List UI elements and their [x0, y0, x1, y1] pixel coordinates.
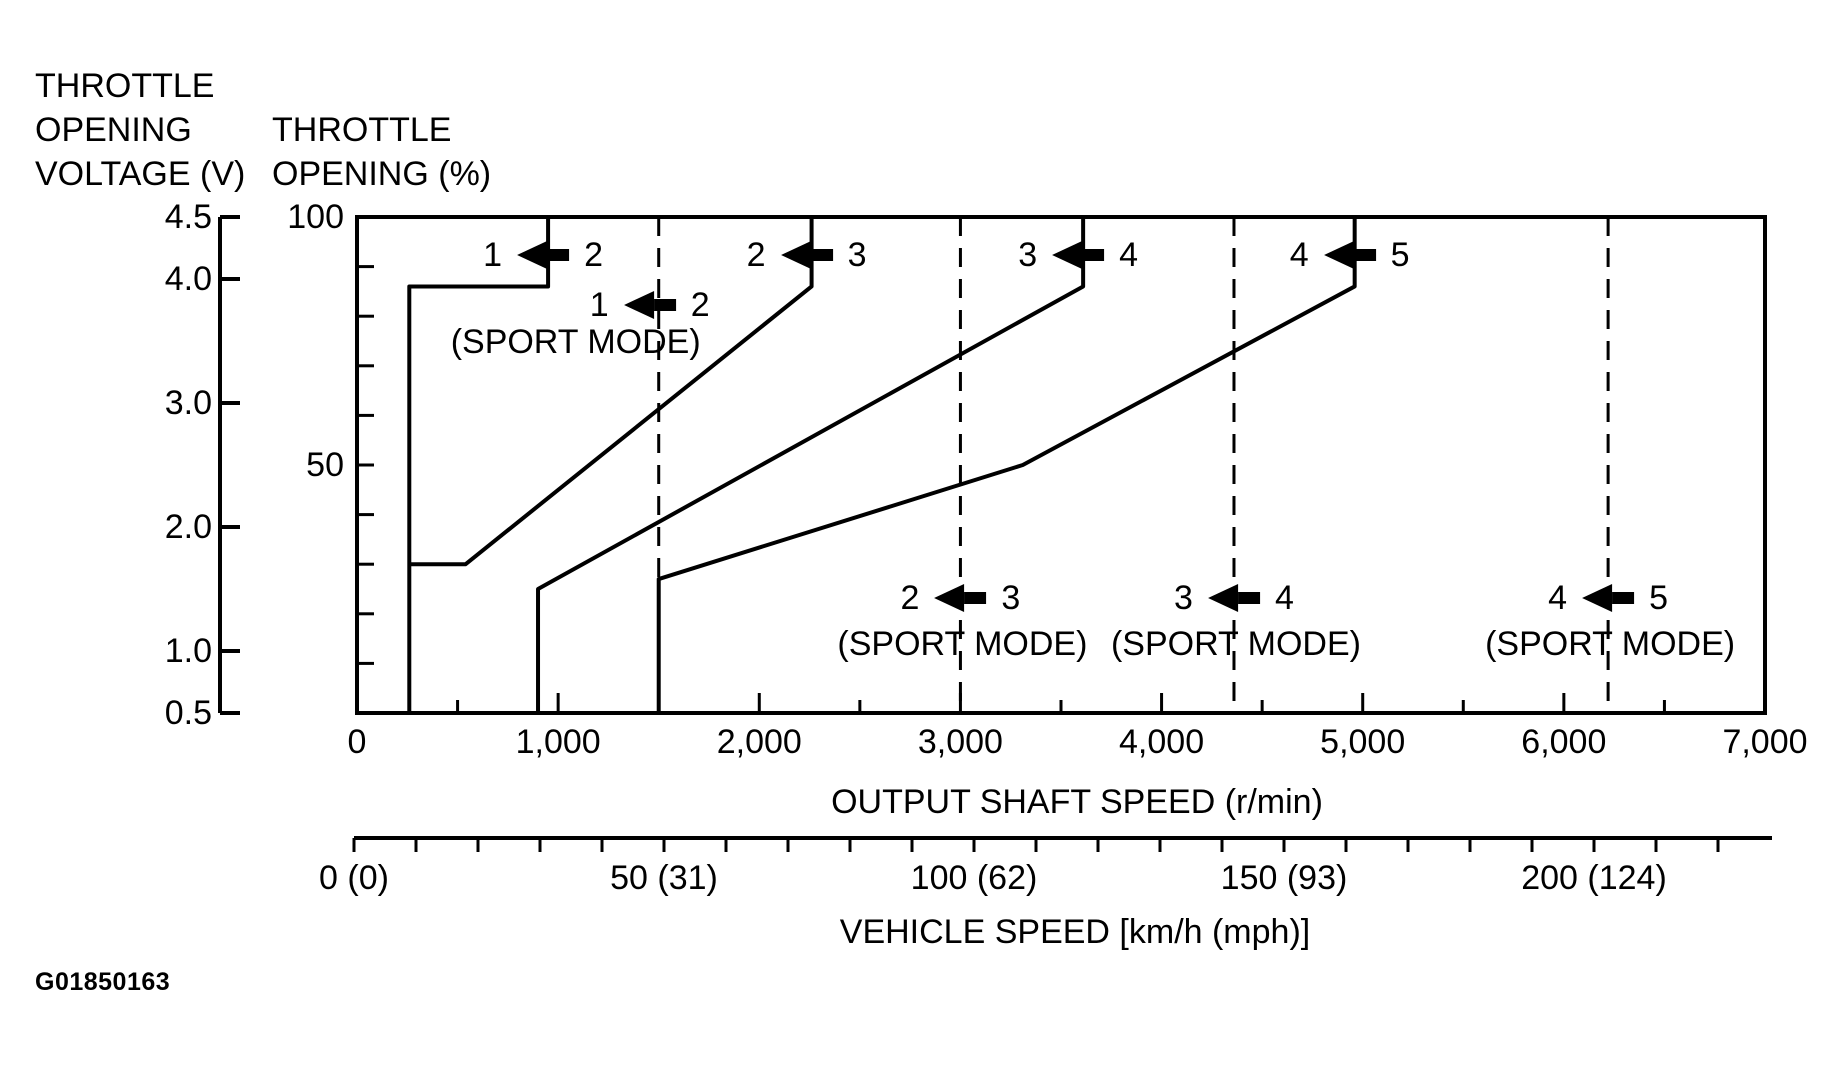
sport-mode-caption: (SPORT MODE)	[837, 625, 1088, 663]
voltage-axis-title-line1: THROTTLE	[35, 67, 215, 105]
gear-number-from: 3	[1174, 579, 1193, 617]
rpm-tick-label: 5,000	[1320, 723, 1406, 761]
arrow-tail	[653, 299, 676, 311]
downshift-arrow-icon	[1207, 584, 1260, 612]
vehicle-tick-label: 50 (31)	[610, 859, 718, 897]
downshift-arrow-icon	[623, 291, 676, 319]
arrow-tail	[1353, 249, 1376, 261]
voltage-axis-title-line2: OPENING	[35, 111, 192, 149]
rpm-tick-label: 6,000	[1521, 723, 1607, 761]
gear-number-to: 4	[1119, 236, 1139, 274]
gear-number-from: 3	[1018, 236, 1038, 274]
gear-number-to: 3	[847, 236, 867, 274]
gear-number-to: 2	[690, 286, 710, 324]
downshift-arrow-icon	[517, 241, 570, 269]
downshift-arrow-icon	[934, 584, 987, 612]
percent-axis-title-line2: OPENING (%)	[272, 155, 492, 193]
gear-number-to: 3	[1001, 579, 1021, 617]
gear-number-to: 5	[1649, 579, 1669, 617]
sport-mode-caption: (SPORT MODE)	[450, 323, 701, 361]
voltage-tick-label: 2.0	[164, 508, 212, 546]
percent-tick-label: 50	[306, 446, 344, 484]
arrow-tail	[547, 249, 570, 261]
percent-tick-label: 100	[287, 198, 344, 236]
gear-number-from: 4	[1289, 236, 1309, 274]
figure-id: G01850163	[35, 968, 171, 996]
gear-number-from: 1	[589, 286, 609, 324]
gear-number-from: 1	[483, 236, 503, 274]
downshift-4-from-5-curve	[656, 217, 1357, 713]
arrow-tail	[1237, 592, 1260, 604]
vehicle-axis-title: VEHICLE SPEED [km/h (mph)]	[839, 913, 1311, 951]
voltage-axis-title: THROTTLE OPENING VOLTAGE (V)	[35, 64, 245, 196]
arrow-head	[623, 291, 654, 319]
vehicle-tick-label: 200 (124)	[1521, 859, 1667, 897]
percent-axis-title: THROTTLE OPENING (%)	[272, 108, 491, 196]
rpm-tick-label: 0	[347, 723, 367, 761]
downshift-arrow-icon	[1323, 241, 1376, 269]
voltage-axis-title-line3: VOLTAGE (V)	[35, 155, 246, 193]
downshift-arrow-icon	[780, 241, 833, 269]
vehicle-tick-label: 0 (0)	[319, 859, 389, 897]
downshift-1-from-2-curve	[407, 217, 551, 713]
rpm-axis-title: OUTPUT SHAFT SPEED (r/min)	[831, 783, 1323, 821]
voltage-tick-label: 0.5	[164, 694, 212, 732]
rpm-tick-label: 2,000	[716, 723, 802, 761]
downshift-arrow-icon	[1052, 241, 1105, 269]
voltage-tick-label: 4.0	[164, 260, 212, 298]
arrow-tail	[1612, 592, 1635, 604]
arrow-head	[1582, 584, 1613, 612]
voltage-tick-label: 4.5	[164, 198, 212, 236]
voltage-tick-label: 1.0	[164, 632, 212, 670]
gear-number-to: 5	[1390, 236, 1410, 274]
arrow-head	[780, 241, 811, 269]
rpm-tick-label: 1,000	[515, 723, 601, 761]
rpm-tick-label: 3,000	[917, 723, 1003, 761]
sport-mode-caption: (SPORT MODE)	[1110, 625, 1361, 663]
downshift-arrow-icon	[1582, 584, 1635, 612]
rpm-tick-label: 7,000	[1722, 723, 1808, 761]
arrow-head	[517, 241, 548, 269]
sport-mode-caption: (SPORT MODE)	[1485, 625, 1736, 663]
arrow-tail	[810, 249, 833, 261]
arrow-tail	[964, 592, 987, 604]
voltage-tick-label: 3.0	[164, 384, 212, 422]
percent-axis-title-line1: THROTTLE	[272, 111, 452, 149]
arrow-head	[1052, 241, 1083, 269]
vehicle-tick-label: 150 (93)	[1220, 859, 1348, 897]
arrow-tail	[1082, 249, 1105, 261]
gear-number-to: 2	[584, 236, 603, 274]
gear-number-from: 2	[746, 236, 766, 274]
arrow-head	[1323, 241, 1354, 269]
arrow-head	[934, 584, 965, 612]
gear-number-from: 4	[1548, 579, 1568, 617]
vehicle-tick-label: 100 (62)	[910, 859, 1038, 897]
gear-number-to: 4	[1274, 579, 1294, 617]
gear-number-from: 2	[900, 579, 920, 617]
rpm-tick-label: 4,000	[1119, 723, 1205, 761]
arrow-head	[1207, 584, 1238, 612]
